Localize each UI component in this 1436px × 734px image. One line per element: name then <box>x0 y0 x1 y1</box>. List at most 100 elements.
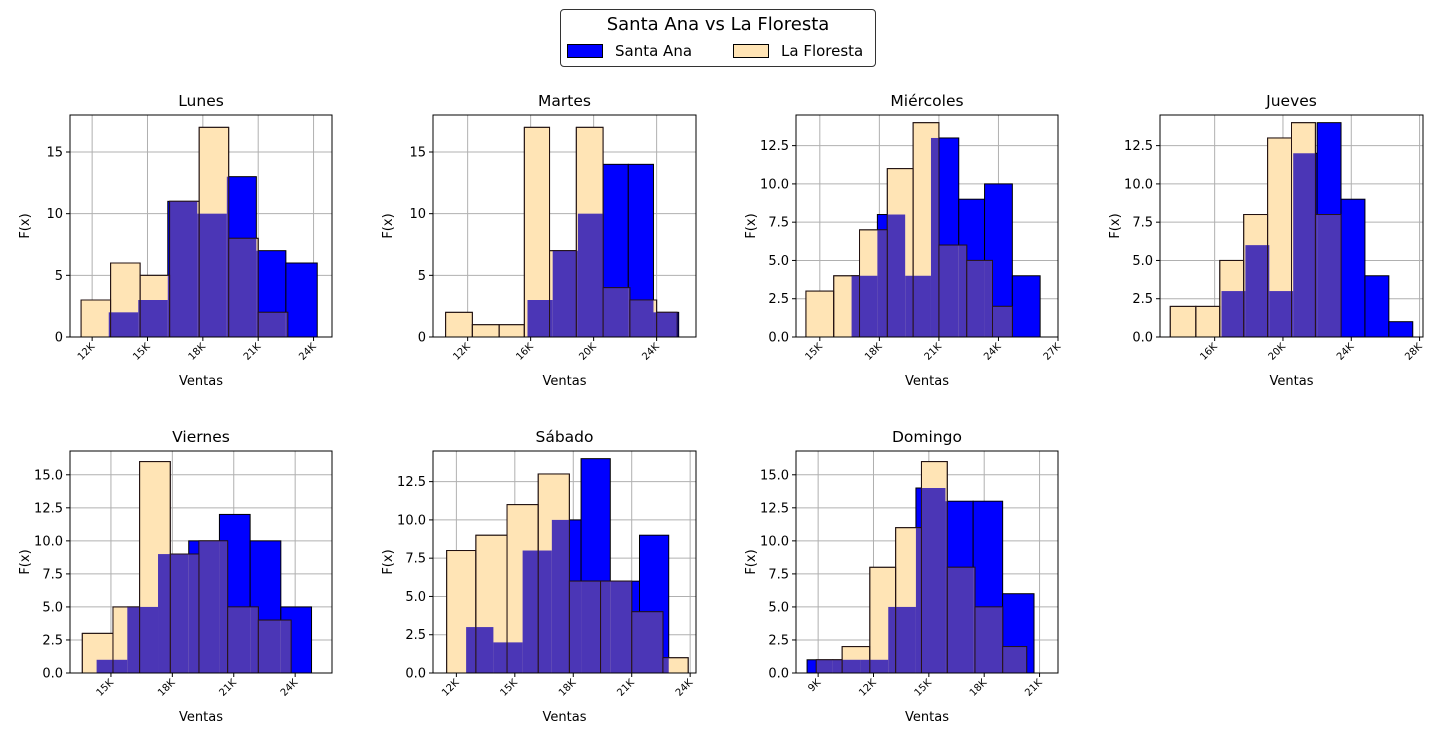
x-tick-label: 12K <box>76 341 98 363</box>
bar-overlap <box>888 606 896 673</box>
x-tick-label: 21K <box>923 341 945 363</box>
subplot-title: Martes <box>538 92 591 110</box>
bar-overlap <box>1002 646 1027 673</box>
x-tick-label: 21K <box>1023 677 1045 699</box>
x-tick-label: 18K <box>187 341 209 363</box>
bar-santa-ana <box>1011 275 1041 337</box>
bar-overlap <box>905 275 914 337</box>
panel-4-frame <box>1159 114 1424 338</box>
bar-la-floresta-outline <box>575 126 604 337</box>
panel-2: 0 5 10 15 12K 16K 20K 24K Martes Ventas F(x) <box>381 92 697 389</box>
bar-overlap <box>851 275 860 337</box>
bar-santa-ana <box>1388 321 1414 337</box>
bar-overlap <box>610 581 632 673</box>
bar-overlap <box>631 611 640 673</box>
bar-overlap <box>158 554 171 673</box>
x-axis-label: Ventas <box>905 710 949 725</box>
x-tick-label: 20K <box>577 341 599 363</box>
legend-swatch-la-floresta <box>733 44 769 58</box>
y-tick-label: 0 <box>418 331 426 346</box>
bar-overlap <box>552 250 577 337</box>
x-tick-label: 21K <box>242 341 264 363</box>
subplot-title: Jueves <box>1265 92 1317 110</box>
y-axis-label: F(x) <box>381 549 396 574</box>
x-tick-label: 15K <box>913 677 935 699</box>
x-tick-label: 24K <box>982 341 1004 363</box>
bar-overlap <box>915 527 922 673</box>
x-tick-label: 15K <box>499 677 521 699</box>
bar-overlap <box>887 214 906 337</box>
y-tick-label: 2.5 <box>405 628 426 643</box>
x-tick-label: 24K <box>640 341 662 363</box>
bar-overlap <box>603 287 629 337</box>
subplot-title: Miércoles <box>890 92 963 110</box>
y-tick-label: 5 <box>55 269 63 284</box>
bar-overlap <box>140 300 168 337</box>
bar-overlap <box>984 260 993 337</box>
panel-7-bars <box>806 461 1035 673</box>
bar-overlap <box>522 550 539 673</box>
y-axis-label: F(x) <box>744 213 759 238</box>
bar-overlap <box>958 245 967 337</box>
panel-7-frame <box>795 450 1059 674</box>
panel-4: 0.0 2.5 5.0 7.5 10.0 12.5 16K 20K 24K 28K Jueves Ve… <box>1108 92 1425 389</box>
x-tick-label: 12K <box>857 677 879 699</box>
x-tick-label: 12K <box>440 677 462 699</box>
y-tick-label: 5.0 <box>42 600 63 615</box>
bar-overlap <box>199 213 227 337</box>
bar-overlap <box>653 312 657 337</box>
bar-overlap <box>930 137 939 337</box>
bar-overlap <box>1221 291 1244 337</box>
bar-overlap <box>228 238 257 337</box>
x-tick-label: 9K <box>806 677 823 694</box>
panel-1: 0 5 10 15 12K 15K 18K 21K 24K Lunes Ventas F(x) <box>18 92 333 389</box>
bar-overlap <box>170 554 189 673</box>
bar-overlap <box>258 620 281 673</box>
bar-overlap <box>167 275 170 337</box>
y-tick-label: 0.0 <box>1132 331 1153 346</box>
bar-overlap <box>1315 214 1318 337</box>
x-tick-label: 12K <box>451 341 473 363</box>
bar-overlap <box>108 312 111 337</box>
bar-overlap <box>860 659 870 673</box>
bar-overlap <box>628 287 630 337</box>
bar-overlap <box>138 300 141 337</box>
bar-la-floresta <box>445 311 473 337</box>
panel-6-bars <box>446 458 689 673</box>
x-tick-label: 27K <box>1042 341 1064 363</box>
bar-overlap <box>600 581 611 673</box>
bar-overlap <box>629 300 654 337</box>
bar-overlap <box>188 554 199 673</box>
bar-overlap <box>280 620 292 673</box>
bar-overlap <box>551 519 570 673</box>
x-tick-label: 24K <box>297 341 319 363</box>
subplot-title: Domingo <box>892 428 962 446</box>
bar-overlap <box>938 245 959 337</box>
bar-overlap <box>1291 291 1294 337</box>
subplot-title: Viernes <box>172 428 230 446</box>
bar-overlap <box>1245 245 1268 337</box>
y-tick-label: 10.0 <box>1124 177 1153 192</box>
y-tick-label: 7.5 <box>768 216 789 231</box>
bar-overlap <box>112 659 128 673</box>
panel-3-bars <box>805 122 1041 337</box>
x-axis-label: Ventas <box>905 374 949 389</box>
y-axis-label: F(x) <box>744 549 759 574</box>
bar-la-floresta-outline <box>966 259 993 337</box>
y-tick-label: 2.5 <box>42 633 63 648</box>
x-tick-label: 15K <box>131 341 153 363</box>
bar-la-floresta-outline <box>912 122 940 337</box>
bar-overlap <box>576 250 578 337</box>
y-tick-label: 12.5 <box>760 139 789 154</box>
bar-santa-ana <box>285 262 318 337</box>
bar-overlap <box>258 312 286 337</box>
bar-overlap <box>507 642 523 673</box>
bar-la-floresta-outline <box>1314 214 1342 337</box>
subplot-title: Sábado <box>536 428 594 446</box>
x-tick-label: 18K <box>557 677 579 699</box>
panel-5-frame <box>69 450 333 674</box>
bar-overlap <box>569 581 582 673</box>
figure-title: Santa Ana vs La Floresta <box>606 14 830 35</box>
bar-la-floresta <box>1169 305 1197 337</box>
bar-overlap <box>549 300 553 337</box>
